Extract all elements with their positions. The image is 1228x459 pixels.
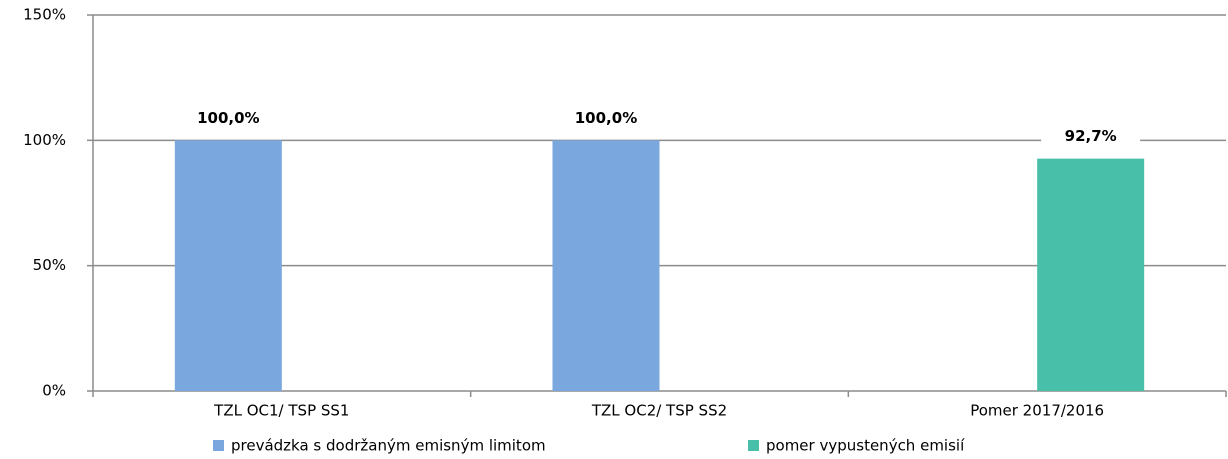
y-tick-label: 50% — [33, 256, 66, 274]
value-label: 92,7% — [1065, 127, 1117, 145]
y-tick-label: 150% — [23, 6, 66, 24]
x-tick-label: Pomer 2017/2016 — [970, 402, 1104, 420]
x-tick-label: TZL OC2/ TSP SS2 — [591, 402, 727, 420]
bar — [552, 140, 660, 391]
bar — [1037, 158, 1145, 391]
legend-label: pomer vypustených emisií — [766, 437, 965, 455]
label-bg — [1041, 124, 1141, 147]
legend-swatch — [213, 440, 224, 451]
label-bg — [178, 106, 278, 129]
y-tick-label: 0% — [42, 382, 66, 400]
legend-label: prevádzka s dodržaným emisným limitom — [231, 437, 546, 455]
label-bg — [556, 106, 656, 129]
value-label: 100,0% — [575, 109, 637, 127]
y-tick-label: 100% — [23, 131, 66, 149]
bar — [174, 140, 282, 391]
value-label: 100,0% — [197, 109, 259, 127]
legend-swatch — [748, 440, 759, 451]
x-tick-label: TZL OC1/ TSP SS1 — [213, 402, 349, 420]
